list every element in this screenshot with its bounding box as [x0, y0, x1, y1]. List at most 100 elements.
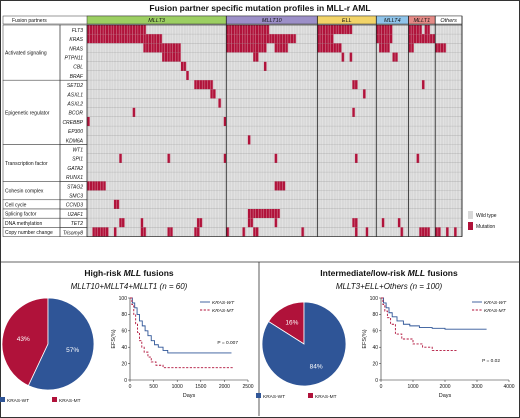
mutation-cell — [250, 43, 254, 53]
mutation-cell — [237, 25, 240, 35]
mutation-cell — [97, 25, 101, 35]
mutation-cell — [277, 34, 281, 44]
y-tick-label: 20 — [121, 361, 127, 367]
mutation-cell — [164, 52, 168, 62]
mutation-cell — [95, 227, 98, 237]
mutation-cell — [231, 25, 235, 35]
x-tick-label: 1000 — [172, 384, 183, 390]
gene-label: NRAS — [69, 46, 84, 52]
gene-label: RUNX1 — [66, 175, 83, 181]
mutation-cell — [178, 43, 181, 53]
km-curve-kras-mt — [381, 297, 458, 351]
mutation-cell — [255, 209, 259, 219]
legend-swatch — [468, 211, 473, 219]
mutation-cell — [231, 43, 235, 53]
mutation-cell — [349, 25, 353, 35]
mutation-cell — [408, 43, 412, 53]
mutation-cell — [387, 34, 390, 44]
gene-label: KRAS — [69, 37, 83, 43]
partner-label: MLLT1 — [413, 18, 430, 24]
mutation-cell — [223, 153, 227, 163]
x-tick-label: 2000 — [439, 384, 450, 390]
mutation-cell — [242, 25, 246, 35]
mutation-cell — [129, 25, 133, 35]
mutation-cell — [151, 34, 155, 44]
mutation-cell — [162, 52, 165, 62]
mutation-cell — [175, 52, 179, 62]
mutation-cell — [322, 43, 326, 53]
mutation-cell — [116, 25, 120, 35]
mutation-cell — [175, 43, 179, 53]
legend-label: Mutation — [476, 224, 495, 230]
mutation-cell — [202, 80, 206, 90]
mutation-cell — [242, 34, 246, 44]
mutation-cell — [255, 227, 259, 237]
mutation-cell — [228, 43, 232, 53]
mutation-cell — [228, 25, 232, 35]
mutation-cell — [263, 209, 267, 219]
km-legend-label: KRAS-WT — [212, 300, 235, 306]
mutation-cell — [419, 34, 423, 44]
mutation-cell — [352, 80, 356, 90]
mutation-cell — [87, 25, 90, 35]
partner-label: Others — [440, 18, 457, 24]
mutation-cell — [247, 43, 251, 53]
mutation-cell — [317, 25, 321, 35]
pie-slice-kras-wt — [261, 301, 347, 387]
mutation-cell — [140, 25, 144, 35]
mutation-cell — [338, 43, 342, 53]
mutation-cell — [234, 34, 238, 44]
mutation-cell — [274, 34, 278, 44]
mutation-cell — [258, 43, 262, 53]
mutation-cell — [432, 34, 436, 44]
mutation-cell — [242, 227, 246, 237]
mutation-cell — [266, 25, 270, 35]
mutation-cell — [320, 43, 323, 53]
pie-value-label: 43% — [17, 336, 30, 343]
mutation-cell — [253, 25, 256, 35]
mutation-cell — [285, 43, 289, 53]
mutation-cell — [437, 43, 441, 53]
mutation-cell — [279, 181, 283, 191]
mutation-cell — [389, 34, 393, 44]
mutation-cell — [100, 25, 104, 35]
mutation-cell — [277, 43, 281, 53]
page-title: Fusion partner specific mutation profile… — [149, 3, 371, 13]
y-tick-label: 60 — [372, 329, 378, 335]
mutation-cell — [247, 218, 251, 228]
mutation-cell — [277, 209, 281, 219]
mutation-cell — [378, 43, 382, 53]
mutation-cell — [186, 71, 189, 81]
pie-legend-swatch — [52, 397, 57, 402]
low-risk-title-italic: MLL — [407, 268, 426, 278]
mutation-cell — [384, 34, 388, 44]
partner-label: MLLT4 — [384, 18, 401, 24]
mutation-cell — [263, 25, 267, 35]
mutation-cell — [274, 209, 278, 219]
mutation-cell — [239, 34, 243, 44]
mutation-cell — [378, 25, 382, 35]
high-risk-subtitle: MLLT10+MLLT4+MLLT1 (n = 60) — [70, 282, 188, 291]
mutation-cell — [261, 43, 264, 53]
mutation-cell — [416, 25, 420, 35]
mutation-cell — [261, 209, 264, 219]
gene-label: GATA2 — [67, 166, 83, 172]
pie-value-label: 57% — [66, 347, 79, 354]
mutation-cell — [271, 34, 275, 44]
mutation-cell — [156, 34, 160, 44]
mutation-cell — [172, 52, 176, 62]
mutation-cell — [111, 34, 114, 44]
mutation-cell — [167, 227, 171, 237]
mutation-cell — [119, 25, 123, 35]
mutation-cell — [263, 61, 267, 71]
low-risk-title-suffix: fusions — [425, 268, 458, 278]
km-legend-label: KRAS-MT — [484, 308, 507, 314]
mutation-cell — [346, 25, 350, 35]
mutation-cell — [328, 25, 331, 35]
mutation-cell — [330, 43, 334, 53]
gene-label: KDM6A — [66, 138, 84, 144]
mutation-cell — [172, 43, 176, 53]
gene-label: BRAF — [70, 74, 84, 80]
group-label: Copy number change — [5, 230, 53, 236]
mutation-cell — [148, 43, 152, 53]
